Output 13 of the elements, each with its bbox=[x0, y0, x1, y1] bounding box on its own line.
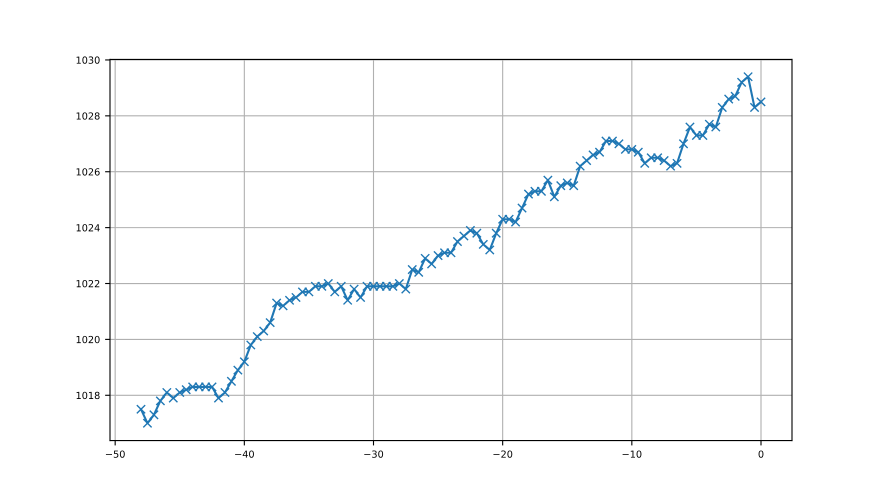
y-tick-label: 1018 bbox=[76, 392, 100, 400]
y-tick-label: 1022 bbox=[76, 280, 100, 288]
x-tick-label: 0 bbox=[758, 450, 764, 458]
y-tick-label: 1024 bbox=[76, 224, 100, 232]
x-tick-label: −50 bbox=[106, 450, 125, 458]
y-tick-label: 1020 bbox=[76, 336, 100, 344]
y-tick-label: 1028 bbox=[76, 112, 100, 120]
y-tick-label: 1026 bbox=[76, 168, 100, 176]
x-tick-label: −20 bbox=[493, 450, 512, 458]
x-tick-label: −30 bbox=[364, 450, 384, 458]
x-tick-label: −40 bbox=[235, 450, 254, 458]
y-tick-label: 1030 bbox=[76, 56, 100, 64]
x-tick-label: −10 bbox=[622, 450, 642, 458]
